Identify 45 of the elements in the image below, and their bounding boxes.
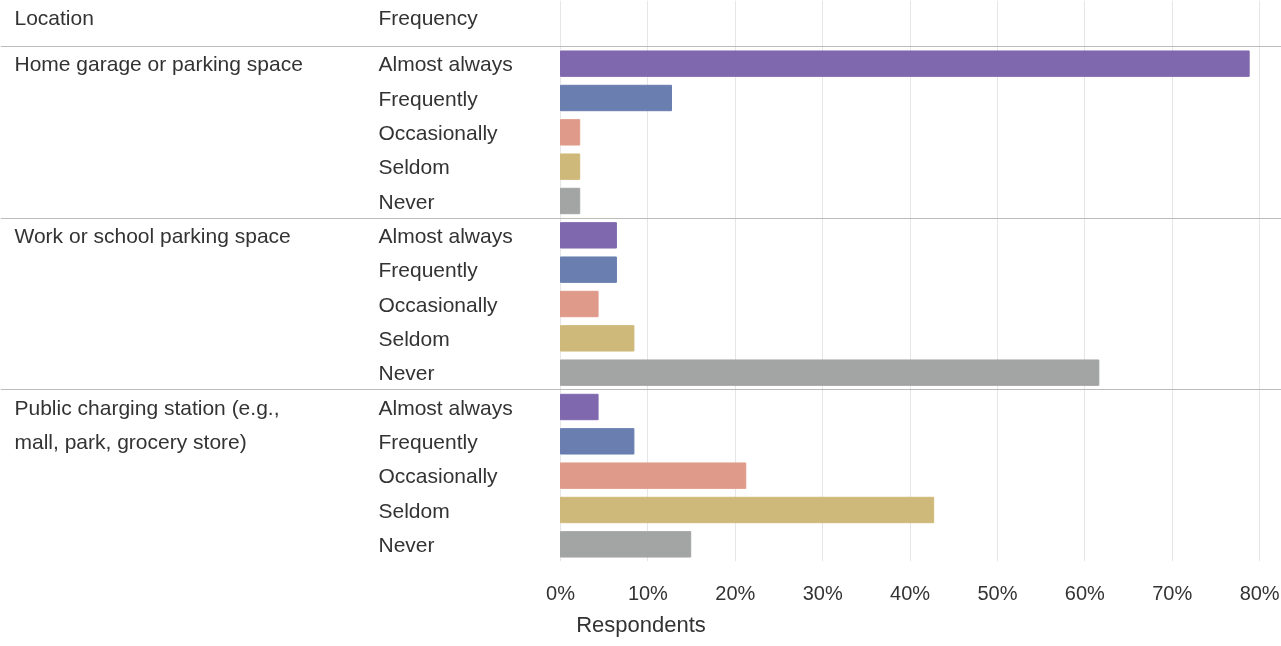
x-tick-label: 30% — [802, 581, 843, 604]
x-tick-label: 10% — [627, 581, 669, 604]
x-tick-label: 70% — [1152, 581, 1193, 604]
x-tick-label: 0% — [546, 581, 576, 604]
bar — [560, 50, 1250, 77]
y-tick-label: Never — [378, 532, 435, 556]
x-tick-label: 60% — [1064, 581, 1106, 604]
bar — [560, 290, 599, 318]
y-tick-label: Frequently — [378, 429, 479, 453]
text: Frequency — [378, 6, 479, 29]
text: Home garage or parking space — [14, 52, 303, 76]
bar — [560, 84, 672, 112]
bar — [560, 428, 635, 455]
y-tick-label: Almost always — [378, 395, 513, 419]
y-tick-label: Occasionally — [378, 464, 499, 488]
y-tick-label: Almost always — [378, 52, 513, 76]
y-tick-label: Seldom — [378, 326, 450, 350]
y-tick-label: Frequently — [378, 86, 479, 110]
bar — [560, 531, 692, 558]
y-tick-label: Seldom — [378, 155, 450, 179]
y-tick-label: Never — [378, 361, 435, 385]
y-tick-label: Never — [378, 189, 435, 213]
x-tick-label: 50% — [977, 581, 1018, 604]
bar — [560, 256, 617, 283]
bar — [560, 119, 581, 146]
y-tick-label: Frequently — [378, 258, 479, 282]
bar — [560, 359, 1100, 386]
bar — [560, 187, 581, 215]
bar — [560, 325, 635, 352]
bar — [560, 462, 747, 489]
bar — [560, 222, 617, 249]
y-tick-label: Occasionally — [378, 120, 499, 144]
y-tick-label: Seldom — [378, 498, 450, 522]
bar — [560, 153, 581, 180]
x-tick-label: 40% — [890, 581, 931, 604]
y-tick-label: Almost always — [378, 223, 513, 247]
text: Public charging station (e.g., mall, park, grocery store) — [14, 395, 280, 453]
x-tick-label: 20% — [715, 581, 756, 604]
x-tick-label: 80% — [1239, 581, 1280, 604]
bar — [560, 393, 599, 421]
text: Location — [14, 6, 94, 29]
x-axis-title: Respondents — [576, 611, 706, 637]
y-tick-label: Occasionally — [378, 292, 499, 316]
text: Work or school parking space — [14, 223, 291, 247]
bar — [560, 496, 935, 524]
